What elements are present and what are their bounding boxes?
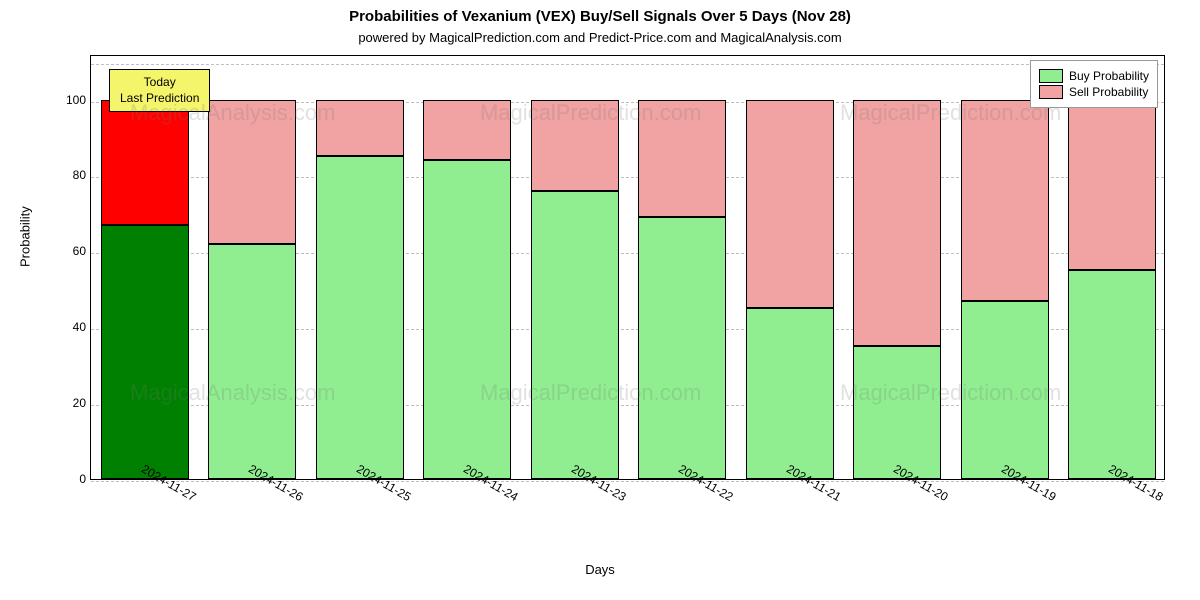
sell-bar — [638, 100, 726, 218]
y-tick-label: 80 — [46, 168, 86, 182]
legend-row-sell: Sell Probability — [1039, 85, 1149, 99]
sell-bar — [961, 100, 1049, 301]
x-axis-label: Days — [0, 562, 1200, 577]
legend-swatch-buy — [1039, 69, 1063, 83]
sell-bar — [423, 100, 511, 161]
grid-line — [91, 481, 1164, 482]
buy-bar — [853, 346, 941, 479]
sell-bar — [746, 100, 834, 309]
bar-group — [208, 54, 296, 479]
bar-group — [316, 54, 404, 479]
plot-area — [90, 55, 1165, 480]
annotation-line1: Today — [120, 75, 199, 91]
legend-label-sell: Sell Probability — [1069, 85, 1148, 99]
buy-bar — [746, 308, 834, 479]
sell-bar — [316, 100, 404, 157]
y-tick-label: 60 — [46, 244, 86, 258]
bar-group — [101, 54, 189, 479]
sell-bar — [101, 100, 189, 225]
y-tick-label: 100 — [46, 93, 86, 107]
bar-group — [423, 54, 511, 479]
buy-bar — [961, 301, 1049, 479]
y-tick-label: 0 — [46, 472, 86, 486]
sell-bar — [531, 100, 619, 191]
legend-label-buy: Buy Probability — [1069, 69, 1149, 83]
sell-bar — [853, 100, 941, 347]
bar-group — [746, 54, 834, 479]
legend-row-buy: Buy Probability — [1039, 69, 1149, 83]
today-annotation: Today Last Prediction — [109, 69, 210, 112]
chart-container: Probabilities of Vexanium (VEX) Buy/Sell… — [0, 0, 1200, 600]
bar-group — [1068, 54, 1156, 479]
bar-group — [638, 54, 726, 479]
sell-bar — [208, 100, 296, 244]
buy-bar — [101, 225, 189, 479]
chart-title: Probabilities of Vexanium (VEX) Buy/Sell… — [0, 8, 1200, 25]
bar-group — [531, 54, 619, 479]
y-axis-label: Probability — [18, 206, 33, 267]
bar-group — [961, 54, 1049, 479]
legend-swatch-sell — [1039, 85, 1063, 99]
bar-group — [853, 54, 941, 479]
buy-bar — [531, 191, 619, 479]
y-tick-label: 20 — [46, 396, 86, 410]
annotation-line2: Last Prediction — [120, 91, 199, 107]
chart-subtitle: powered by MagicalPrediction.com and Pre… — [0, 30, 1200, 45]
buy-bar — [316, 156, 404, 479]
buy-bar — [638, 217, 726, 479]
buy-bar — [1068, 270, 1156, 479]
legend: Buy Probability Sell Probability — [1030, 60, 1158, 108]
y-tick-label: 40 — [46, 320, 86, 334]
buy-bar — [423, 160, 511, 479]
sell-bar — [1068, 100, 1156, 271]
buy-bar — [208, 244, 296, 479]
